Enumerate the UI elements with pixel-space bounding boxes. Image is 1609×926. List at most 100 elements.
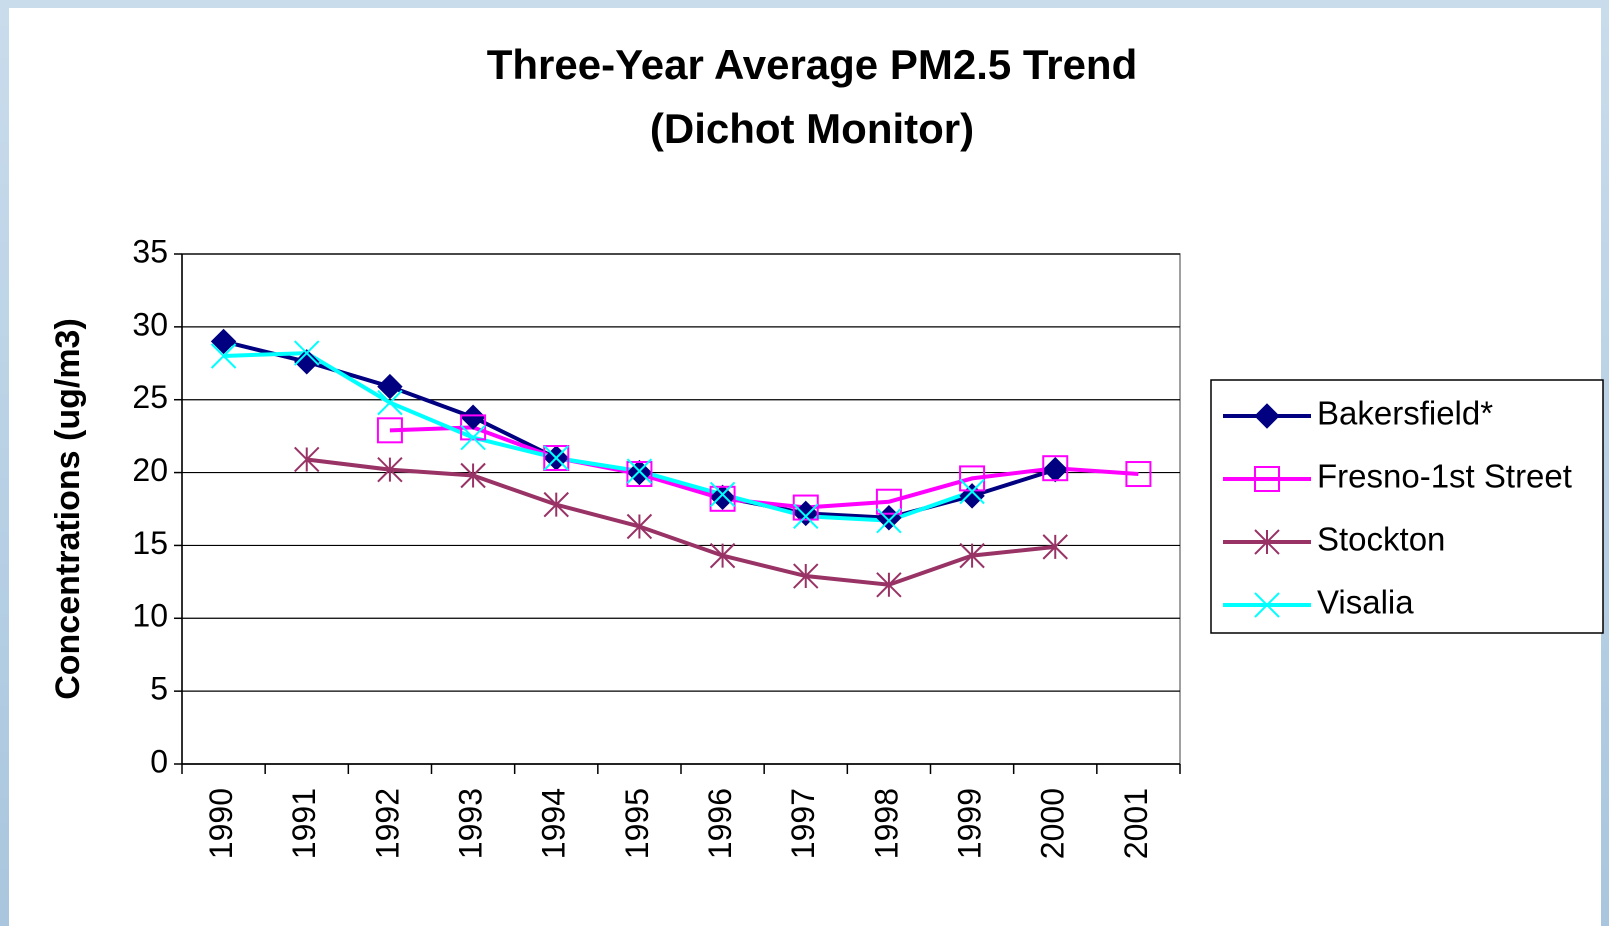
x-tick-label: 1993	[453, 788, 489, 859]
marker-shape	[626, 459, 653, 486]
marker-shape	[709, 485, 736, 512]
marker-shape	[1254, 529, 1280, 555]
x-tick-label: 1995	[619, 788, 655, 859]
marker-shape	[377, 373, 403, 400]
marker-shape	[1125, 461, 1152, 488]
marker	[876, 507, 902, 534]
legend-marker	[1254, 466, 1280, 492]
y-tick-label: 10	[132, 598, 168, 634]
series-line	[389, 425, 1139, 510]
x-tick-label: 2001	[1118, 788, 1154, 859]
marker-shape	[460, 404, 486, 430]
marker-shape	[377, 389, 403, 416]
marker	[793, 503, 819, 529]
marker-shape	[959, 478, 985, 505]
marker-shape	[1254, 592, 1280, 618]
marker-shape	[626, 513, 653, 540]
marker-shape	[709, 542, 736, 569]
x-tick-label: 2000	[1035, 788, 1071, 859]
x-tick-label: 1998	[868, 788, 904, 859]
legend-label: Stockton	[1317, 521, 1445, 558]
marker-shape	[543, 445, 570, 471]
marker-shape	[1042, 456, 1068, 483]
marker	[543, 445, 569, 471]
marker-shape	[1042, 534, 1068, 560]
marker	[460, 424, 486, 451]
legend-marker	[1254, 529, 1280, 555]
marker	[876, 572, 902, 598]
marker-shape	[793, 503, 819, 529]
marker	[210, 328, 237, 355]
marker	[377, 389, 403, 416]
marker-shape	[959, 542, 985, 569]
plot-area	[181, 253, 1181, 765]
marker-shape	[709, 484, 736, 511]
y-tick-label: 15	[132, 525, 168, 561]
marker	[959, 478, 985, 505]
marker	[294, 446, 320, 473]
marker	[626, 513, 653, 540]
legend-label: Bakersfield*	[1317, 395, 1493, 432]
chart-title: Three-Year Average PM2.5 Trend	[487, 41, 1138, 88]
marker	[792, 494, 819, 521]
marker-shape	[210, 328, 237, 355]
chart-subtitle: (Dichot Monitor)	[650, 105, 974, 152]
legend-marker	[1254, 403, 1280, 429]
marker	[1042, 455, 1069, 482]
x-tick-label: 1992	[369, 788, 405, 859]
marker-shape	[210, 343, 237, 369]
marker	[294, 349, 320, 375]
y-axis-title: Concentrations (ug/m3)	[49, 318, 87, 700]
y-tick-label: 0	[150, 743, 168, 779]
x-tick-label: 1996	[702, 788, 738, 859]
marker-shape	[543, 445, 569, 471]
marker-shape	[460, 424, 486, 451]
x-tick-label: 1994	[536, 788, 572, 859]
marker	[543, 445, 570, 471]
legend-box	[1210, 379, 1604, 634]
marker	[793, 563, 819, 589]
legend-label: Fresno-1st Street	[1317, 458, 1572, 495]
y-tick-label: 5	[150, 671, 168, 707]
marker-shape	[626, 458, 653, 484]
legend-label: Visalia	[1317, 584, 1414, 621]
x-tick-label: 1990	[203, 788, 239, 859]
marker	[1042, 456, 1068, 483]
marker-shape	[793, 563, 819, 589]
marker-shape	[1042, 455, 1069, 482]
marker	[959, 542, 985, 569]
marker	[626, 458, 653, 484]
marker-shape	[460, 414, 487, 441]
legend-marker	[1254, 592, 1280, 618]
marker-shape	[460, 462, 486, 489]
marker-shape	[377, 456, 403, 483]
marker	[377, 373, 403, 400]
marker	[210, 343, 237, 369]
marker-shape	[294, 340, 320, 366]
x-tick-label: 1991	[286, 788, 322, 859]
marker-shape	[792, 494, 819, 521]
marker-shape	[1254, 403, 1280, 429]
marker-shape	[709, 481, 736, 508]
marker-shape	[875, 488, 902, 515]
y-tick-label: 30	[132, 306, 168, 342]
marker	[460, 404, 486, 430]
marker	[709, 542, 736, 569]
series-line	[223, 351, 973, 523]
marker-shape	[876, 507, 902, 534]
marker	[460, 462, 486, 489]
marker	[626, 461, 653, 488]
marker-shape	[294, 446, 320, 473]
marker	[460, 414, 487, 441]
y-tick-label: 35	[132, 233, 168, 269]
marker	[709, 484, 736, 511]
marker	[709, 485, 736, 512]
x-tick-label: 1997	[785, 788, 821, 859]
marker	[875, 488, 902, 515]
marker	[377, 456, 403, 483]
marker-shape	[876, 572, 902, 598]
marker-shape	[543, 491, 569, 518]
marker	[376, 417, 403, 444]
y-tick-label: 25	[132, 379, 168, 415]
series-line	[306, 457, 1056, 587]
